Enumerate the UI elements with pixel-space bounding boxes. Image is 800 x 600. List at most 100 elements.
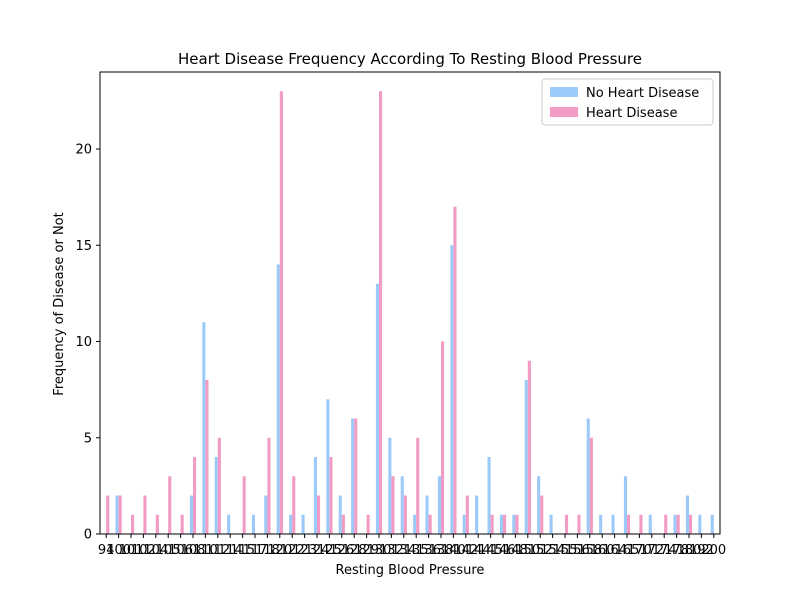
x-tick-label: 165 (615, 543, 640, 558)
bar-no-disease-108 (189, 495, 193, 534)
bar-disease-135 (416, 437, 420, 534)
bar-disease-155 (565, 514, 569, 534)
x-tick-label: 132 (379, 543, 404, 558)
x-tick-label: 128 (342, 543, 367, 558)
x-tick-label: 115 (230, 543, 255, 558)
x-tick-label: 101 (119, 543, 144, 558)
x-tick-label: 146 (491, 543, 516, 558)
x-tick-label: 144 (466, 543, 491, 558)
x-tick-label: 155 (553, 543, 578, 558)
y-tick-label: 15 (75, 239, 92, 254)
bar-disease-106 (180, 514, 184, 534)
bar-no-disease-124 (313, 457, 317, 534)
bar-no-disease-172 (648, 514, 652, 534)
x-tick-label: 136 (416, 543, 441, 558)
bar-disease-124 (317, 495, 321, 534)
bar-disease-104 (155, 514, 159, 534)
x-tick-label: 122 (280, 543, 305, 558)
x-tick-label: 135 (404, 543, 429, 558)
x-tick-label: 110 (193, 543, 218, 558)
bar-no-disease-114 (227, 514, 231, 534)
bar-no-disease-180 (685, 495, 689, 534)
x-tick-label: 138 (429, 543, 454, 558)
bar-disease-110 (205, 380, 209, 534)
legend-label-0: No Heart Disease (586, 86, 699, 101)
x-tick-label: 160 (590, 543, 615, 558)
x-tick-label: 192 (689, 543, 714, 558)
bar-disease-125 (329, 457, 333, 534)
x-tick-label: 112 (205, 543, 230, 558)
x-tick-label: 145 (478, 543, 503, 558)
legend-label-1: Heart Disease (586, 106, 677, 121)
x-tick-label: 154 (540, 543, 565, 558)
x-tick-label: 118 (255, 543, 280, 558)
bar-no-disease-152 (537, 476, 541, 534)
bar-no-disease-122 (289, 514, 293, 534)
bar-no-disease-200 (710, 514, 714, 534)
bar-disease-94 (106, 495, 110, 534)
bar-disease-178 (676, 514, 680, 534)
bar-no-disease-117 (251, 514, 255, 534)
x-tick-label: 108 (181, 543, 206, 558)
x-tick-label: 170 (627, 543, 652, 558)
bar-disease-112 (217, 437, 221, 534)
x-tick-label: 124 (305, 543, 330, 558)
x-tick-label: 130 (367, 543, 392, 558)
x-tick-label: 178 (664, 543, 689, 558)
bar-disease-138 (441, 341, 445, 534)
bar-no-disease-132 (388, 437, 392, 534)
bar-disease-102 (143, 495, 147, 534)
bar-disease-126 (341, 514, 345, 534)
bar-no-disease-140 (450, 245, 454, 534)
x-tick-label: 164 (602, 543, 627, 558)
bar-disease-115 (242, 476, 246, 534)
bar-no-disease-164 (611, 514, 615, 534)
bar-disease-150 (527, 360, 531, 534)
bar-disease-132 (391, 476, 395, 534)
y-tick-label: 0 (84, 528, 92, 543)
x-tick-label: 114 (218, 543, 243, 558)
bar-no-disease-128 (351, 418, 355, 534)
x-tick-label: 200 (701, 543, 726, 558)
bar-no-disease-145 (487, 457, 491, 534)
y-tick-label: 20 (75, 143, 92, 158)
x-tick-label: 106 (168, 543, 193, 558)
x-tick-label: 125 (317, 543, 342, 558)
x-tick-label: 158 (577, 543, 602, 558)
x-tick-label: 150 (515, 543, 540, 558)
bar-no-disease-118 (264, 495, 268, 534)
bar-disease-142 (465, 495, 469, 534)
bar-disease-136 (428, 514, 432, 534)
bar-disease-145 (490, 514, 494, 534)
x-tick-label: 180 (677, 543, 702, 558)
bar-disease-108 (193, 457, 197, 534)
bar-disease-152 (540, 495, 544, 534)
bar-disease-140 (453, 206, 457, 534)
x-tick-label: 148 (503, 543, 528, 558)
bar-disease-122 (292, 476, 296, 534)
plot-area: 0 5 10 15 20 94100101102104105106108110112114… (75, 71, 726, 558)
bar-no-disease-192 (698, 514, 702, 534)
x-tick-label: 102 (131, 543, 156, 558)
bar-disease-180 (689, 514, 693, 534)
x-tick-label: 142 (453, 543, 478, 558)
bar-no-disease-148 (512, 514, 516, 534)
bar-no-disease-146 (499, 514, 503, 534)
bar-no-disease-130 (375, 283, 379, 534)
bar-no-disease-142 (462, 514, 466, 534)
bar-no-disease-154 (549, 514, 553, 534)
bar-disease-118 (267, 437, 271, 534)
bar-disease-130 (379, 91, 383, 534)
bar-disease-165 (627, 514, 631, 534)
x-tick-label: 117 (243, 543, 268, 558)
bar-disease-148 (515, 514, 519, 534)
bar-disease-156 (577, 514, 581, 534)
x-tick-label: 174 (652, 543, 677, 558)
bar-disease-134 (403, 495, 407, 534)
x-tick-label: 156 (565, 543, 590, 558)
bar-no-disease-112 (214, 457, 218, 534)
legend: No Heart Disease Heart Disease (541, 78, 714, 126)
x-axis-label: Resting Blood Pressure (336, 563, 485, 578)
legend-swatch-0 (550, 87, 578, 97)
